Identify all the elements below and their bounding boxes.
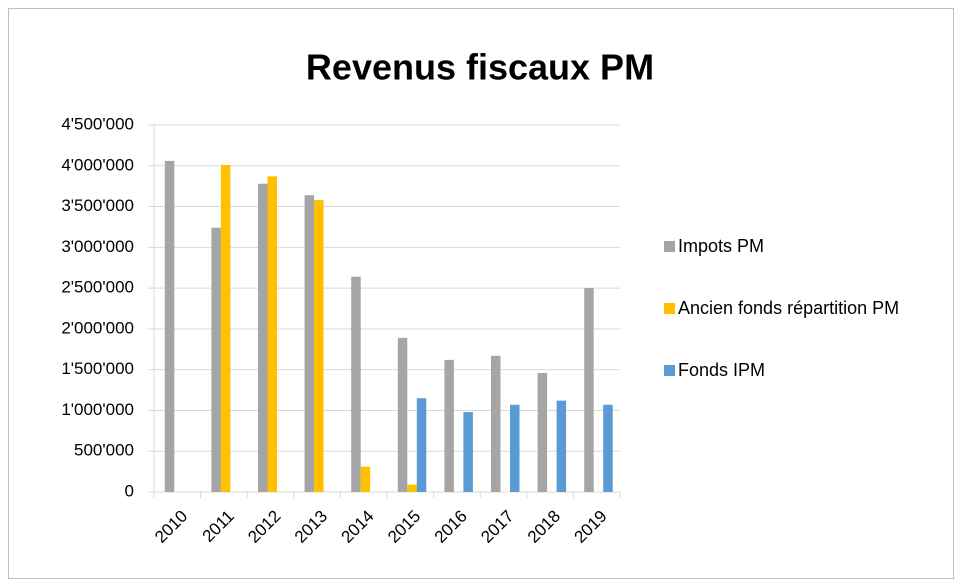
bar (397, 337, 408, 492)
legend-swatch (664, 241, 675, 252)
bar (556, 400, 567, 492)
bar (537, 372, 548, 492)
y-tick-label: 1'500'000 (61, 359, 134, 378)
bar (444, 359, 454, 492)
bar (351, 276, 361, 492)
bar (220, 164, 231, 492)
bar (267, 176, 277, 492)
bar (360, 466, 371, 492)
legend-item: Impots PM (664, 232, 954, 260)
y-tick-label: 1'000'000 (61, 400, 134, 419)
y-tick-label: 4'000'000 (61, 155, 134, 174)
legend-label: Ancien fonds répartition PM (678, 298, 900, 318)
legend-item: Ancien fonds répartition PM (664, 294, 954, 322)
bar (304, 195, 315, 493)
bar (416, 398, 427, 492)
bar (510, 404, 520, 492)
y-tick-label: 3'500'000 (61, 196, 134, 215)
bar (491, 355, 501, 492)
legend-swatch (664, 365, 675, 376)
y-tick-label: 2'500'000 (61, 278, 134, 297)
bar (603, 404, 613, 492)
legend-label: Fonds IPM (678, 360, 766, 380)
bar (407, 484, 417, 492)
bar (211, 227, 221, 492)
bar (584, 288, 594, 492)
bar (258, 183, 268, 492)
y-tick-label: 4'500'000 (61, 114, 134, 133)
y-tick-label: 0 (125, 481, 134, 500)
y-tick-label: 3'000'000 (61, 237, 134, 256)
legend: Impots PM Ancien fonds répartition PM Fond… (664, 232, 954, 418)
y-tick-label: 2'000'000 (61, 318, 134, 337)
legend-item: Fonds IPM (664, 356, 954, 384)
y-tick-label: 500'000 (74, 441, 134, 460)
legend-swatch (664, 303, 675, 314)
legend-label: Impots PM (678, 236, 765, 256)
bar (463, 412, 473, 492)
bar (164, 160, 175, 492)
chart-title: Revenus fiscaux PM (306, 47, 654, 88)
bar (314, 200, 324, 492)
